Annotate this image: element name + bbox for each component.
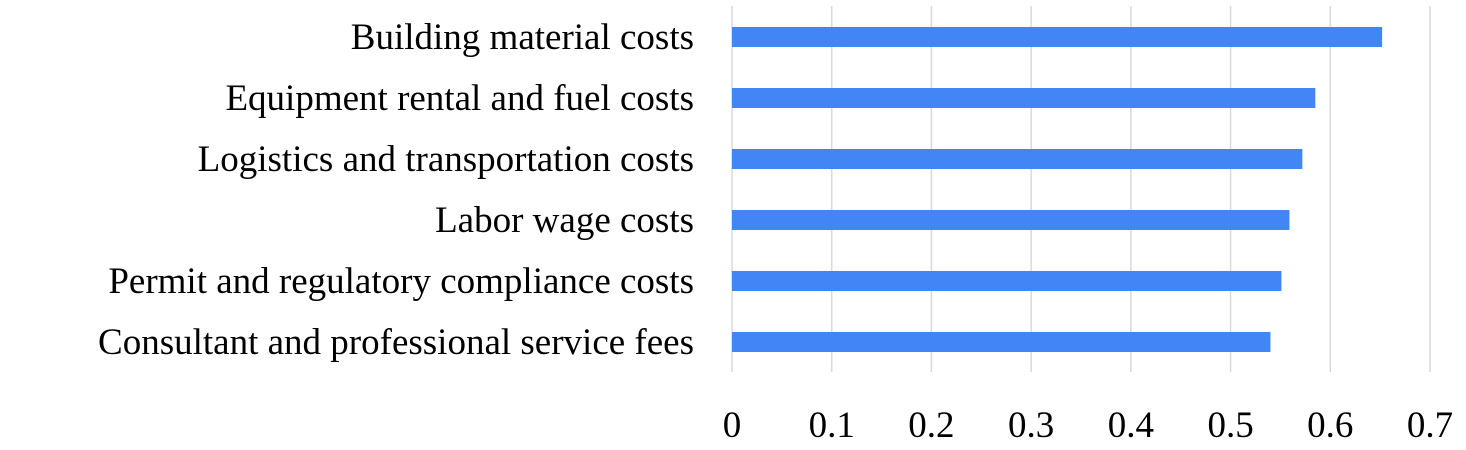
category-label: Equipment rental and fuel costs	[225, 78, 694, 119]
bar	[732, 332, 1271, 352]
x-tick-label: 0.3	[1008, 405, 1054, 446]
category-label: Permit and regulatory compliance costs	[108, 261, 694, 302]
bar	[732, 149, 1303, 169]
bar	[732, 27, 1383, 47]
category-label: Logistics and transportation costs	[198, 139, 694, 180]
category-label: Labor wage costs	[435, 200, 694, 241]
x-tick-label: 0.2	[908, 405, 954, 446]
x-tick-label: 0.1	[809, 405, 855, 446]
gridlines	[731, 6, 1431, 372]
bar	[732, 210, 1290, 230]
x-axis-tick-labels: 0 0.1 0.2 0.3 0.4 0.5 0.6 0.7	[723, 405, 1453, 446]
bar	[732, 88, 1316, 108]
category-label: Consultant and professional service fees	[98, 322, 694, 363]
x-tick-label: 0.5	[1207, 405, 1253, 446]
bar	[732, 271, 1282, 291]
bars	[732, 27, 1383, 352]
x-tick-label: 0	[723, 405, 742, 446]
category-labels: Building material costs Equipment rental …	[98, 17, 694, 363]
x-tick-label: 0.7	[1407, 405, 1453, 446]
x-tick-label: 0.6	[1307, 405, 1353, 446]
category-label: Building material costs	[351, 17, 694, 58]
x-tick-label: 0.4	[1108, 405, 1154, 446]
